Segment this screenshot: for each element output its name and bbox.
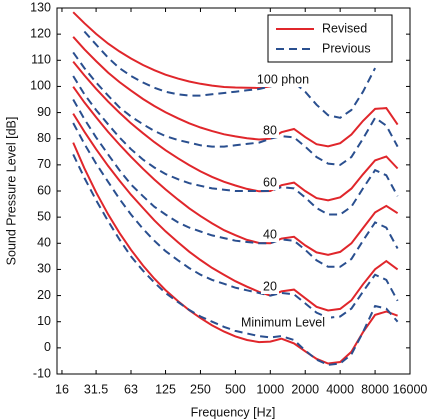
- contour-line: [83, 30, 376, 119]
- y-tick-label: 100: [30, 79, 51, 93]
- y-tick-label: 10: [37, 314, 51, 328]
- legend-label: Previous: [322, 41, 371, 55]
- y-tick-label: 60: [37, 183, 51, 197]
- y-tick-label: 110: [31, 53, 51, 67]
- x-tick-label: 16000: [393, 382, 428, 396]
- x-tick-label: 16: [55, 382, 69, 396]
- annotation-bg: [261, 280, 279, 294]
- contour-line: [72, 36, 399, 148]
- y-tick-label: 120: [30, 26, 51, 40]
- legend-label: Revised: [322, 21, 367, 35]
- annotation: 60: [263, 175, 277, 189]
- x-axis-label: Frequency [Hz]: [191, 405, 276, 419]
- y-tick-label: 0: [44, 340, 51, 354]
- contour-line: [72, 11, 271, 90]
- x-tick-label: 2000: [291, 382, 319, 396]
- contour-line: [72, 122, 399, 319]
- y-tick-label: -10: [33, 366, 51, 380]
- annotation: 100 phon: [257, 72, 309, 86]
- x-tick-label: 1000: [256, 382, 284, 396]
- contour-line: [72, 86, 399, 256]
- annotation-bg: [261, 228, 279, 242]
- annotation-bg: [235, 316, 331, 330]
- annotation-bg: [261, 124, 279, 138]
- y-tick-label: 30: [37, 262, 51, 276]
- x-tick-label: 8000: [361, 382, 389, 396]
- annotation: 80: [263, 123, 277, 137]
- legend-box: [267, 14, 393, 63]
- y-tick-label: 130: [30, 0, 51, 14]
- y-tick-label: 50: [37, 209, 51, 223]
- contour-line: [72, 75, 399, 216]
- annotation: 20: [263, 279, 277, 293]
- x-tick-label: 500: [225, 382, 246, 396]
- x-tick-label: 250: [190, 382, 211, 396]
- x-tick-label: 4000: [326, 382, 354, 396]
- y-tick-label: 70: [37, 157, 51, 171]
- x-tick-label: 125: [155, 382, 176, 396]
- contour-line: [72, 60, 399, 202]
- y-tick-label: 20: [37, 288, 51, 302]
- x-tick-label: 31.5: [84, 382, 108, 396]
- y-axis-label: Sound Pressure Level [dB]: [4, 117, 18, 266]
- contour-line: [72, 99, 399, 268]
- contour-line: [72, 153, 399, 366]
- annotation-bg: [256, 73, 310, 87]
- y-tick-label: 90: [37, 105, 51, 119]
- y-tick-label: 40: [37, 236, 51, 250]
- x-tick-label: 63: [124, 382, 138, 396]
- plot-frame: [56, 7, 411, 375]
- annotation-bg: [261, 176, 279, 190]
- contour-line: [72, 51, 399, 166]
- y-tick-label: 80: [37, 131, 51, 145]
- contour-line: [72, 113, 399, 312]
- annotation: Minimum Level: [241, 315, 325, 329]
- annotation: 40: [263, 227, 277, 241]
- contour-line: [72, 142, 398, 365]
